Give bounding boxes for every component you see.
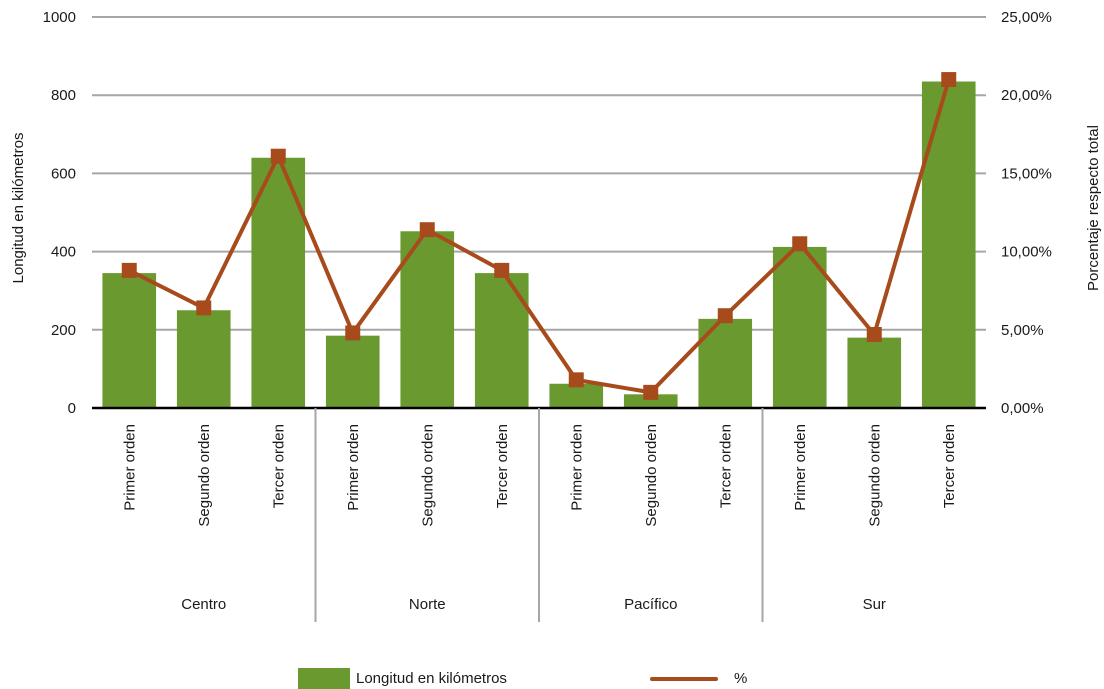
legend-swatch-bar (298, 668, 350, 689)
y-tick-label: 200 (51, 322, 76, 339)
group-label: Centro (181, 596, 226, 613)
category-labels: Primer orden Segundo orden Tercer orden Pri… (121, 424, 958, 527)
left-axis-ticks: 0 200 400 600 800 1000 (43, 9, 76, 417)
legend: Longitud en kilómetros % (298, 668, 747, 689)
legend-label-line: % (734, 670, 747, 687)
y-tick-label: 800 (51, 87, 76, 104)
bar (772, 246, 827, 408)
category-label: Segundo orden (419, 424, 436, 527)
y2-tick-label: 20,00% (1001, 87, 1052, 104)
percent-marker (941, 72, 957, 88)
category-label: Tercer orden (717, 424, 734, 508)
percent-marker (568, 372, 584, 388)
category-label: Segundo orden (866, 424, 883, 527)
bar (623, 394, 678, 408)
y2-tick-label: 15,00% (1001, 165, 1052, 182)
percent-marker (792, 236, 808, 252)
percent-marker (419, 222, 435, 238)
bar (325, 335, 380, 408)
category-label: Tercer orden (494, 424, 511, 508)
line-series (121, 72, 957, 400)
percent-marker (196, 300, 212, 316)
bar (847, 337, 902, 408)
category-label: Primer orden (792, 424, 809, 511)
y2-tick-label: 10,00% (1001, 244, 1052, 261)
category-label: Segundo orden (196, 424, 213, 527)
gridlines (92, 16, 986, 331)
percent-marker (121, 262, 137, 278)
group-labels: Centro Norte Pacífico Sur (181, 596, 886, 613)
y2-tick-label: 0,00% (1001, 400, 1044, 417)
category-label: Primer orden (345, 424, 362, 511)
percent-marker (717, 308, 733, 324)
right-axis-ticks: 0,00% 5,00% 10,00% 15,00% 20,00% 25,00% (1001, 9, 1052, 417)
group-label: Sur (863, 596, 886, 613)
y-tick-label: 400 (51, 244, 76, 261)
y-tick-label: 600 (51, 165, 76, 182)
bar-series (102, 81, 976, 408)
percent-marker (643, 384, 659, 400)
group-separators (314, 408, 764, 622)
category-label: Tercer orden (270, 424, 287, 508)
bar (921, 81, 976, 408)
bar (102, 273, 157, 408)
legend-label-bar: Longitud en kilómetros (356, 670, 507, 687)
percent-marker (494, 262, 510, 278)
percent-marker (866, 326, 882, 342)
group-label: Norte (409, 596, 446, 613)
bar (400, 231, 455, 408)
y2-axis-title: Porcentaje respecto total (1085, 125, 1102, 291)
category-label: Primer orden (568, 424, 585, 511)
category-label: Primer orden (121, 424, 138, 511)
y-tick-label: 1000 (43, 9, 76, 26)
y2-tick-label: 5,00% (1001, 322, 1044, 339)
bar (549, 383, 604, 408)
group-label: Pacífico (624, 596, 677, 613)
category-label: Tercer orden (941, 424, 958, 508)
bar (176, 310, 231, 408)
y-tick-label: 0 (68, 400, 76, 417)
bar (474, 273, 529, 408)
category-label: Segundo orden (643, 424, 660, 527)
y2-tick-label: 25,00% (1001, 9, 1052, 26)
y-axis-title: Longitud en kilómetros (10, 133, 27, 284)
percent-marker (270, 148, 286, 164)
percent-line (128, 78, 951, 395)
percent-marker (345, 325, 361, 341)
